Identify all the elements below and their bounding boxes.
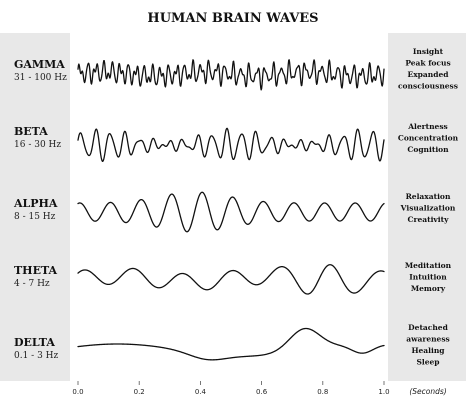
x-tick-label: 0.6 <box>256 388 268 396</box>
gamma-effect: Expanded <box>407 70 449 79</box>
theta-frequency-range: 4 - 7 Hz <box>14 279 50 289</box>
theta-effect: Meditation <box>405 261 452 270</box>
alpha-effect: Relaxation <box>406 192 451 201</box>
theta-effect: Intuition <box>409 273 447 282</box>
delta-frequency-range: 0.1 - 3 Hz <box>14 351 59 361</box>
theta-wave <box>77 264 385 295</box>
gamma-effect: Peak focus <box>405 59 450 68</box>
beta-effect: Alertness <box>407 122 448 131</box>
band-theta: THETA 4 - 7 Hz Meditation Intuition Memory <box>14 261 452 295</box>
gamma-wave <box>77 59 385 91</box>
alpha-label: ALPHA <box>13 197 58 210</box>
beta-wave <box>77 127 385 162</box>
bands-group: GAMMA 31 - 100 Hz Insight Peak focus Expande… <box>13 47 459 367</box>
left-label-panel <box>0 33 70 381</box>
band-delta: DELTA 0.1 - 3 Hz Detached awareness Healing S… <box>14 323 450 367</box>
beta-effect: Cognition <box>407 145 449 154</box>
alpha-effect: Creativity <box>408 215 450 224</box>
theta-effect: Memory <box>411 284 446 293</box>
gamma-effect: consciousness <box>398 82 458 91</box>
x-axis-unit: (Seconds) <box>409 387 446 396</box>
theta-label: THETA <box>14 264 58 277</box>
band-gamma: GAMMA 31 - 100 Hz Insight Peak focus Expande… <box>14 47 458 91</box>
x-tick-label: 0.4 <box>195 388 207 396</box>
x-tick-label: 0.2 <box>134 388 145 396</box>
delta-label: DELTA <box>14 336 55 349</box>
delta-effect: awareness <box>406 335 450 344</box>
delta-effect: Detached <box>408 323 448 332</box>
x-tick-label: 0.0 <box>72 388 83 396</box>
x-tick-label: 0.8 <box>317 388 328 396</box>
alpha-wave <box>77 191 385 233</box>
gamma-frequency-range: 31 - 100 Hz <box>14 73 67 83</box>
x-tick-label: 1.0 <box>378 388 389 396</box>
beta-label: BETA <box>14 125 48 138</box>
diagram-title: HUMAN BRAIN WAVES <box>147 11 318 26</box>
beta-effect: Concentration <box>398 134 459 143</box>
gamma-label: GAMMA <box>14 58 65 71</box>
delta-effect: Healing <box>411 346 445 355</box>
band-alpha: ALPHA 8 - 15 Hz Relaxation Visualization Cre… <box>13 191 456 233</box>
delta-effect: Sleep <box>416 358 439 367</box>
alpha-effect: Visualization <box>400 204 456 213</box>
gamma-effect: Insight <box>413 47 444 56</box>
time-axis: 0.0 0.2 0.4 0.6 0.8 1.0 (Seconds) <box>72 381 447 396</box>
right-effects-panel <box>388 33 466 381</box>
alpha-frequency-range: 8 - 15 Hz <box>14 212 56 222</box>
beta-frequency-range: 16 - 30 Hz <box>14 140 61 150</box>
delta-wave <box>77 327 385 361</box>
band-beta: BETA 16 - 30 Hz Alertness Concentration Cogn… <box>14 122 459 162</box>
